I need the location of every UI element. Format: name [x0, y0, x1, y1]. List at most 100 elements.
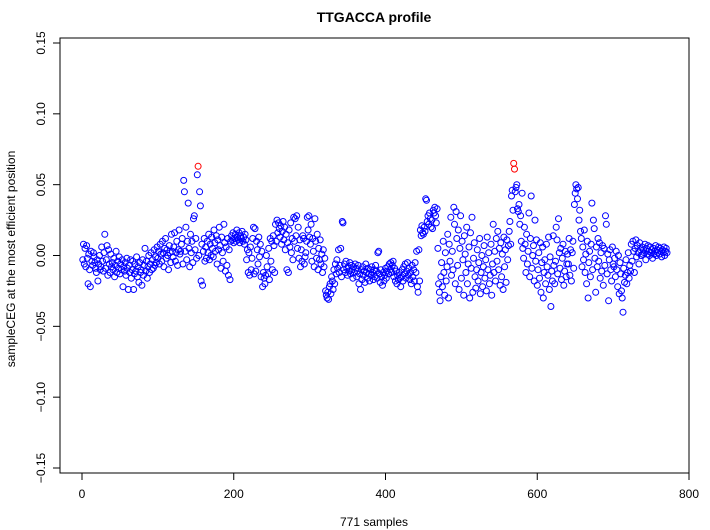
data-point: [472, 284, 480, 292]
data-point: [545, 286, 553, 293]
data-point: [470, 254, 477, 262]
data-point: [493, 257, 501, 265]
data-point: [451, 220, 458, 228]
y-tick-label: −0.15: [34, 452, 48, 483]
data-point: [433, 205, 441, 213]
data-point: [619, 308, 627, 316]
data-point: [476, 235, 484, 242]
data-point: [488, 291, 496, 299]
data-point: [265, 276, 273, 284]
data-point: [455, 286, 463, 293]
data-point: [553, 236, 561, 244]
data-point: [639, 250, 647, 258]
data-point: [576, 206, 584, 214]
data-point: [549, 232, 557, 240]
data-point: [446, 257, 454, 265]
data-point: [498, 250, 506, 258]
data-point: [526, 235, 534, 242]
data-point: [519, 244, 527, 252]
data-point: [590, 225, 598, 233]
data-point: [226, 276, 234, 284]
data-point: [544, 271, 552, 279]
data-point: [293, 212, 301, 220]
data-point: [427, 223, 435, 231]
data-point: [459, 256, 467, 264]
data-point: [379, 281, 386, 289]
data-point: [183, 256, 191, 264]
data-point: [199, 281, 207, 289]
data-point: [130, 286, 138, 293]
data-point: [537, 288, 545, 296]
data-point: [180, 176, 188, 184]
data-point: [574, 184, 582, 191]
data-point: [256, 240, 264, 248]
data-point: [633, 253, 641, 261]
data-point: [614, 283, 622, 291]
data-point: [89, 249, 97, 257]
data-point: [534, 266, 542, 274]
data-point: [175, 226, 183, 234]
data-point: [196, 202, 204, 210]
data-point: [603, 270, 611, 278]
data-point: [499, 286, 507, 293]
data-point: [187, 230, 194, 238]
data-point: [574, 195, 581, 203]
data-point: [355, 280, 363, 288]
data-point: [514, 208, 522, 216]
data-point: [165, 266, 172, 274]
data-point: [223, 261, 231, 269]
data-point: [438, 259, 446, 267]
data-point: [562, 273, 570, 281]
data-point: [662, 247, 669, 255]
data-point: [445, 240, 453, 248]
data-point: [487, 240, 495, 248]
data-point: [506, 218, 514, 225]
data-point: [177, 240, 185, 248]
data-point: [570, 264, 578, 272]
data-point: [568, 249, 576, 257]
data-point: [319, 269, 326, 276]
data-point: [99, 257, 106, 265]
data-point: [464, 260, 472, 268]
data-point: [548, 267, 556, 275]
data-points: [79, 159, 671, 316]
data-point: [316, 236, 324, 244]
data-point: [552, 257, 559, 265]
data-point: [570, 201, 578, 208]
data-point: [253, 246, 261, 254]
data-point: [208, 233, 216, 241]
highlighted-data-point: [510, 159, 518, 167]
data-point: [320, 263, 328, 271]
data-point: [474, 277, 482, 285]
data-point: [627, 267, 635, 275]
data-point: [112, 247, 120, 255]
data-point: [447, 213, 455, 221]
data-point: [179, 260, 187, 268]
data-point: [566, 271, 574, 279]
data-point: [552, 223, 560, 231]
data-point: [423, 196, 430, 204]
data-point: [294, 244, 301, 252]
data-point: [180, 188, 188, 196]
data-point: [300, 260, 308, 268]
data-point: [480, 242, 488, 250]
data-point: [337, 244, 345, 252]
data-point: [251, 225, 259, 233]
data-point: [312, 237, 320, 245]
data-point: [471, 273, 479, 281]
data-point: [466, 294, 474, 302]
data-point: [128, 266, 136, 274]
data-point: [374, 249, 382, 257]
data-point: [305, 212, 313, 220]
data-point: [522, 269, 530, 276]
data-point: [502, 278, 510, 286]
data-point: [287, 249, 295, 257]
data-point: [475, 259, 483, 267]
data-point: [517, 212, 525, 220]
data-point: [528, 264, 536, 272]
data-point: [79, 256, 87, 264]
data-point: [284, 269, 292, 276]
data-point: [123, 254, 131, 262]
data-point: [454, 226, 462, 234]
data-point: [412, 269, 420, 276]
